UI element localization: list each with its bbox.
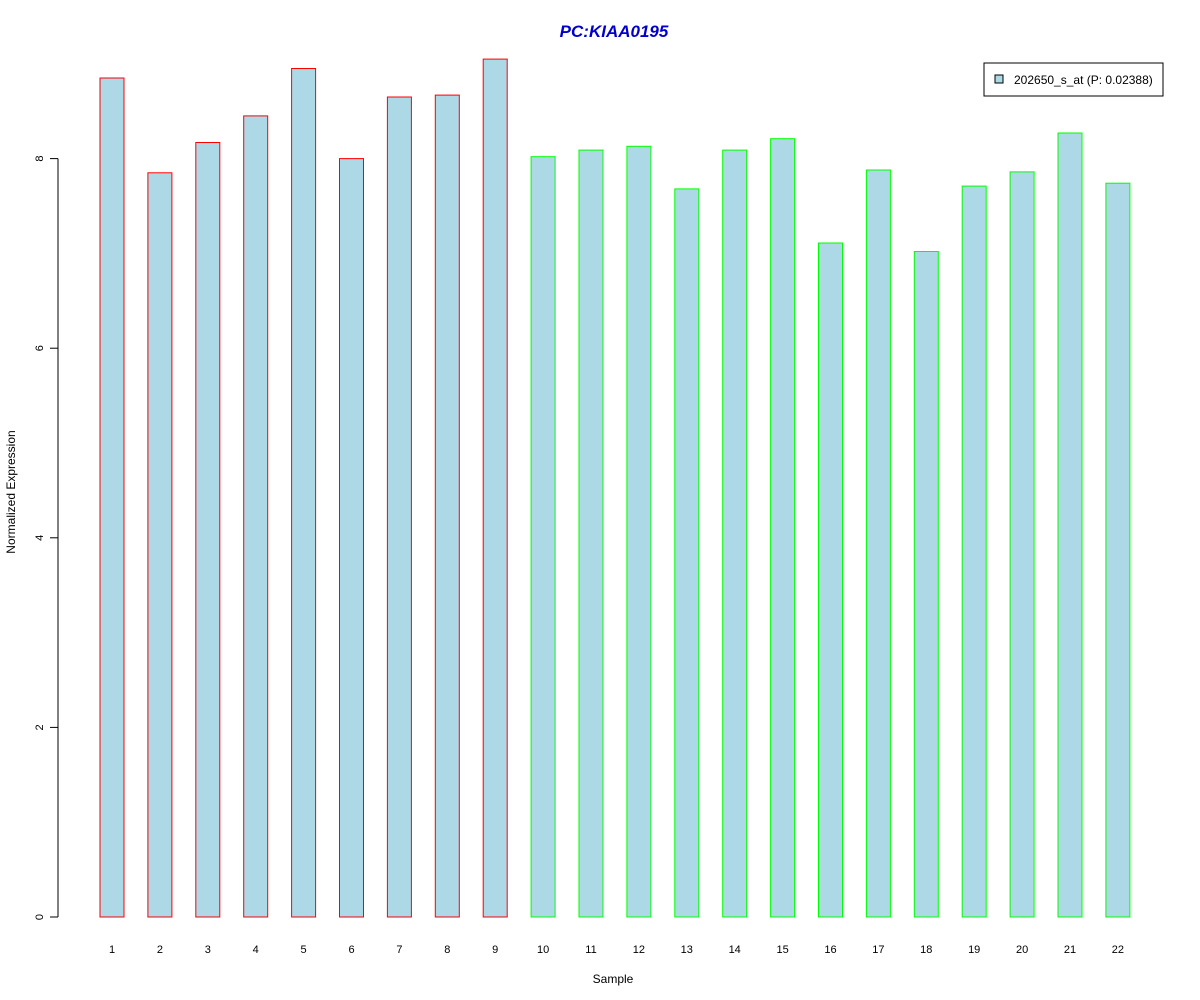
- x-tick-label-12: 12: [633, 944, 645, 956]
- x-tick-label-10: 10: [537, 944, 549, 956]
- bar-sample-14: [722, 149, 748, 918]
- bar-sample-15: [770, 138, 796, 918]
- bar-sample-2: [147, 172, 173, 918]
- x-tick-label-2: 2: [157, 944, 163, 956]
- x-tick-label-6: 6: [348, 944, 354, 956]
- chart-title: PC:KIAA0195: [560, 22, 669, 41]
- bar-sample-7: [386, 96, 412, 918]
- bar-sample-4: [243, 115, 269, 918]
- x-tick-label-17: 17: [872, 944, 884, 956]
- bar-sample-6: [339, 158, 364, 918]
- bar-sample-13: [674, 188, 700, 918]
- legend-swatch: [994, 74, 1004, 84]
- x-tick-label-11: 11: [585, 944, 596, 956]
- legend: 202650_s_at (P: 0.02388): [983, 62, 1164, 97]
- y-tick-label: 2: [34, 724, 46, 730]
- x-tick-label-3: 3: [205, 944, 211, 956]
- bar-sample-9: [482, 58, 508, 918]
- x-tick-label-14: 14: [729, 944, 741, 956]
- y-tick-label: 4: [34, 535, 46, 541]
- y-axis-title: Normalized Expression: [4, 430, 18, 553]
- bar-sample-1: [99, 77, 125, 918]
- x-tick-label-21: 21: [1064, 944, 1076, 956]
- x-tick-label-8: 8: [444, 944, 450, 956]
- bar-sample-12: [626, 145, 652, 918]
- x-tick-label-19: 19: [968, 944, 980, 956]
- x-tick-label-15: 15: [776, 944, 788, 956]
- x-tick-label-20: 20: [1016, 944, 1028, 956]
- x-tick-label-1: 1: [109, 944, 115, 956]
- y-tick-label: 6: [34, 345, 46, 351]
- bar-sample-8: [434, 94, 460, 918]
- bar-sample-3: [195, 142, 221, 918]
- x-tick-label-4: 4: [253, 944, 259, 956]
- bar-sample-5: [291, 68, 317, 918]
- x-axis-title: Sample: [593, 972, 634, 986]
- legend-box: [983, 62, 1164, 97]
- bar-sample-18: [913, 251, 939, 918]
- x-tick-label-13: 13: [681, 944, 693, 956]
- bar-sample-17: [865, 169, 891, 918]
- legend-label: 202650_s_at (P: 0.02388): [1014, 73, 1153, 87]
- x-tick-label-16: 16: [824, 944, 836, 956]
- bar-sample-20: [1009, 171, 1035, 918]
- x-tick-label-7: 7: [396, 944, 402, 956]
- x-tick-label-22: 22: [1112, 944, 1124, 956]
- bar-sample-16: [818, 242, 843, 918]
- y-tick-label: 0: [34, 914, 46, 920]
- y-axis: 0 2 4 6 8: [34, 156, 59, 920]
- x-tick-label-5: 5: [301, 944, 307, 956]
- x-tick-label-18: 18: [920, 944, 932, 956]
- x-axis-tick-labels: 1 2 3 4 5 6 7 8 9 10 11 12 13 14 15 16 17 18 19 20 21 22: [109, 944, 1124, 956]
- y-axis-ticks: 0 2 4 6 8: [34, 156, 58, 920]
- y-tick-label: 8: [34, 156, 46, 162]
- x-tick-label-9: 9: [492, 944, 498, 956]
- bar-sample-10: [530, 156, 556, 918]
- bar-sample-11: [578, 149, 604, 918]
- bars: [99, 58, 1131, 918]
- bar-sample-19: [961, 185, 987, 918]
- bar-sample-21: [1057, 132, 1083, 918]
- bar-sample-22: [1105, 182, 1131, 918]
